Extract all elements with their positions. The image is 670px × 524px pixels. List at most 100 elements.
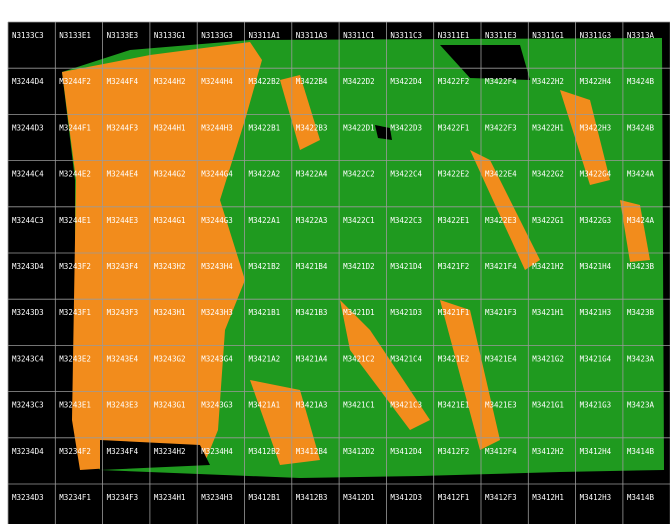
sheet-label: M3243F1 xyxy=(59,308,91,317)
sheet-label: M3422F1 xyxy=(438,123,470,132)
sheet-label: M3243G4 xyxy=(201,354,233,363)
sheet-label: M3422G3 xyxy=(580,216,612,225)
sheet-label: M3422E1 xyxy=(438,216,470,225)
sheet-label: M3422D4 xyxy=(390,77,422,86)
patch xyxy=(620,200,650,262)
sheet-label: M3421G1 xyxy=(532,401,564,410)
patch xyxy=(440,300,500,450)
sheet-label: M3422A4 xyxy=(296,170,328,179)
sheet-label: M3244H2 xyxy=(154,77,186,86)
sheet-label: M3422H4 xyxy=(580,77,612,86)
sheet-label: M3422D1 xyxy=(343,123,375,132)
sheet-label: M3243E3 xyxy=(107,401,139,410)
sheet-label: M3234H2 xyxy=(154,447,186,456)
sheet-label: M3243E2 xyxy=(59,354,91,363)
sheet-label: M3243C3 xyxy=(12,401,44,410)
sheet-label: M3412H1 xyxy=(532,493,564,502)
sheet-label: M3422F3 xyxy=(485,123,517,132)
sheet-label: M3243H2 xyxy=(154,262,186,271)
sheet-label: M3244E2 xyxy=(59,170,91,179)
sheet-label: M3243F2 xyxy=(59,262,91,271)
sheet-label: M3421G2 xyxy=(532,354,564,363)
sheet-label: M3421B2 xyxy=(249,262,281,271)
sheet-label: M3424B xyxy=(627,123,655,132)
sheet-label: M3422G4 xyxy=(580,170,612,179)
sheet-label: M3421F4 xyxy=(485,262,517,271)
sheet-label: M3234D4 xyxy=(12,447,44,456)
sheet-label: M3423A xyxy=(627,354,655,363)
patch xyxy=(375,125,392,140)
sheet-label: M3243E1 xyxy=(59,401,91,410)
patch xyxy=(250,380,320,465)
sheet-label: M3421F2 xyxy=(438,262,470,271)
sheet-label: M3422G2 xyxy=(532,170,564,179)
sheet-label: M3412D1 xyxy=(343,493,375,502)
sheet-label: M3421C2 xyxy=(343,354,375,363)
sheet-label: M3412D3 xyxy=(390,493,422,502)
sheet-label: M3421A1 xyxy=(249,401,281,410)
sheet-label: M3234F2 xyxy=(59,447,91,456)
sheet-label: M3244H1 xyxy=(154,123,186,132)
sheet-label: M3244H3 xyxy=(201,123,233,132)
sheet-label: M3412B1 xyxy=(249,493,281,502)
sheet-label: N3311C1 xyxy=(343,31,375,40)
sheet-label: M3412F2 xyxy=(438,447,470,456)
sheet-label: M3244C3 xyxy=(12,216,44,225)
sheet-label: M3244E1 xyxy=(59,216,91,225)
sheet-label: M3422C4 xyxy=(390,170,422,179)
sheet-label: M3244G3 xyxy=(201,216,233,225)
sheet-label: M3412B2 xyxy=(249,447,281,456)
sheet-label: M3412D2 xyxy=(343,447,375,456)
sheet-label: M3422E4 xyxy=(485,170,517,179)
black-patches xyxy=(100,45,530,470)
sheet-label: M3421D3 xyxy=(390,308,422,317)
sheet-label: M3421H2 xyxy=(532,262,564,271)
sheet-label: M3421G3 xyxy=(580,401,612,410)
sheet-label: M3421C3 xyxy=(390,401,422,410)
sheet-label: M3243G3 xyxy=(201,401,233,410)
sheet-label: M3421D4 xyxy=(390,262,422,271)
sheet-labels: N3133C3 N3133E1 N3133E3 N3133G1 N3133G3 N3311… xyxy=(12,31,654,502)
sheet-label: M3422F4 xyxy=(485,77,517,86)
sheet-label: M3243F4 xyxy=(107,262,139,271)
sheet-label: M3422D2 xyxy=(343,77,375,86)
sheet-label: M3421F3 xyxy=(485,308,517,317)
sheet-label: M3234H3 xyxy=(201,493,233,502)
sheet-label: M3421F1 xyxy=(438,308,470,317)
sheet-label: M3412H2 xyxy=(532,447,564,456)
sheet-label: M3423B xyxy=(627,308,655,317)
sheet-label: M3421C1 xyxy=(343,401,375,410)
sheet-label: M3422E3 xyxy=(485,216,517,225)
sheet-label: M3421H1 xyxy=(532,308,564,317)
sheet-label: M3243F3 xyxy=(107,308,139,317)
sheet-label: M3421E4 xyxy=(485,354,517,363)
sheet-label: N3133G1 xyxy=(154,31,186,40)
sheet-label: M3243G1 xyxy=(154,401,186,410)
sheet-grid xyxy=(7,21,670,524)
sheet-label: M3234D3 xyxy=(12,493,44,502)
sheet-label: N3311G1 xyxy=(532,31,564,40)
sheet-label: M3422B4 xyxy=(296,77,328,86)
sheet-label: M3244F1 xyxy=(59,123,91,132)
sheet-label: M3422E2 xyxy=(438,170,470,179)
sheet-label: M3243C4 xyxy=(12,354,44,363)
orange-area xyxy=(62,42,262,470)
sheet-label: M3243D3 xyxy=(12,308,44,317)
sheet-label: M3244D3 xyxy=(12,123,44,132)
sheet-label: M3422B1 xyxy=(249,123,281,132)
sheet-label: M3414B xyxy=(627,447,655,456)
sheet-label: N3311A1 xyxy=(249,31,281,40)
sheet-label: M3422C1 xyxy=(343,216,375,225)
sheet-label: N3133E1 xyxy=(59,31,91,40)
sheet-label: M3423A xyxy=(627,401,655,410)
sheet-label: M3421C4 xyxy=(390,354,422,363)
orange-patches xyxy=(250,75,650,465)
sheet-label: M3412F3 xyxy=(485,493,517,502)
sheet-label: M3422D3 xyxy=(390,123,422,132)
sheet-label: N3133C3 xyxy=(12,31,44,40)
sheet-label: N3311E1 xyxy=(438,31,470,40)
sheet-label: M3422B2 xyxy=(249,77,281,86)
sheet-label: M3421B3 xyxy=(296,308,328,317)
sheet-label: M3421D2 xyxy=(343,262,375,271)
